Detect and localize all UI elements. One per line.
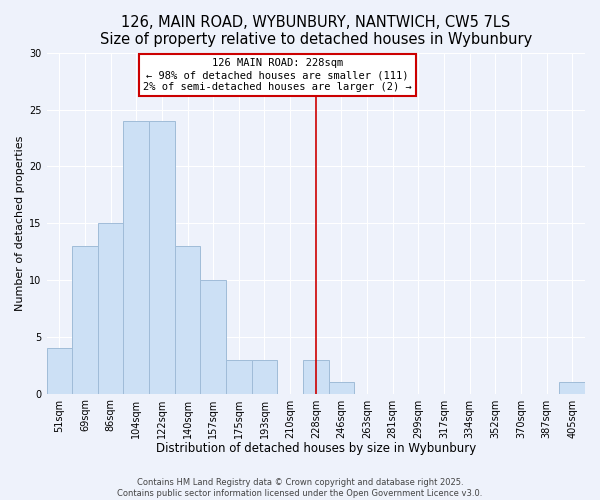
Text: 126 MAIN ROAD: 228sqm
← 98% of detached houses are smaller (111)
2% of semi-deta: 126 MAIN ROAD: 228sqm ← 98% of detached … <box>143 58 412 92</box>
Text: Contains HM Land Registry data © Crown copyright and database right 2025.
Contai: Contains HM Land Registry data © Crown c… <box>118 478 482 498</box>
Bar <box>251 360 277 394</box>
Bar <box>329 382 354 394</box>
Bar <box>72 246 98 394</box>
Bar <box>175 246 200 394</box>
Bar <box>559 382 585 394</box>
Y-axis label: Number of detached properties: Number of detached properties <box>15 136 25 311</box>
Bar <box>226 360 251 394</box>
Bar <box>200 280 226 394</box>
X-axis label: Distribution of detached houses by size in Wybunbury: Distribution of detached houses by size … <box>155 442 476 455</box>
Bar <box>303 360 329 394</box>
Bar <box>98 223 124 394</box>
Bar <box>124 121 149 394</box>
Title: 126, MAIN ROAD, WYBUNBURY, NANTWICH, CW5 7LS
Size of property relative to detach: 126, MAIN ROAD, WYBUNBURY, NANTWICH, CW5… <box>100 15 532 48</box>
Bar <box>149 121 175 394</box>
Bar <box>47 348 72 394</box>
